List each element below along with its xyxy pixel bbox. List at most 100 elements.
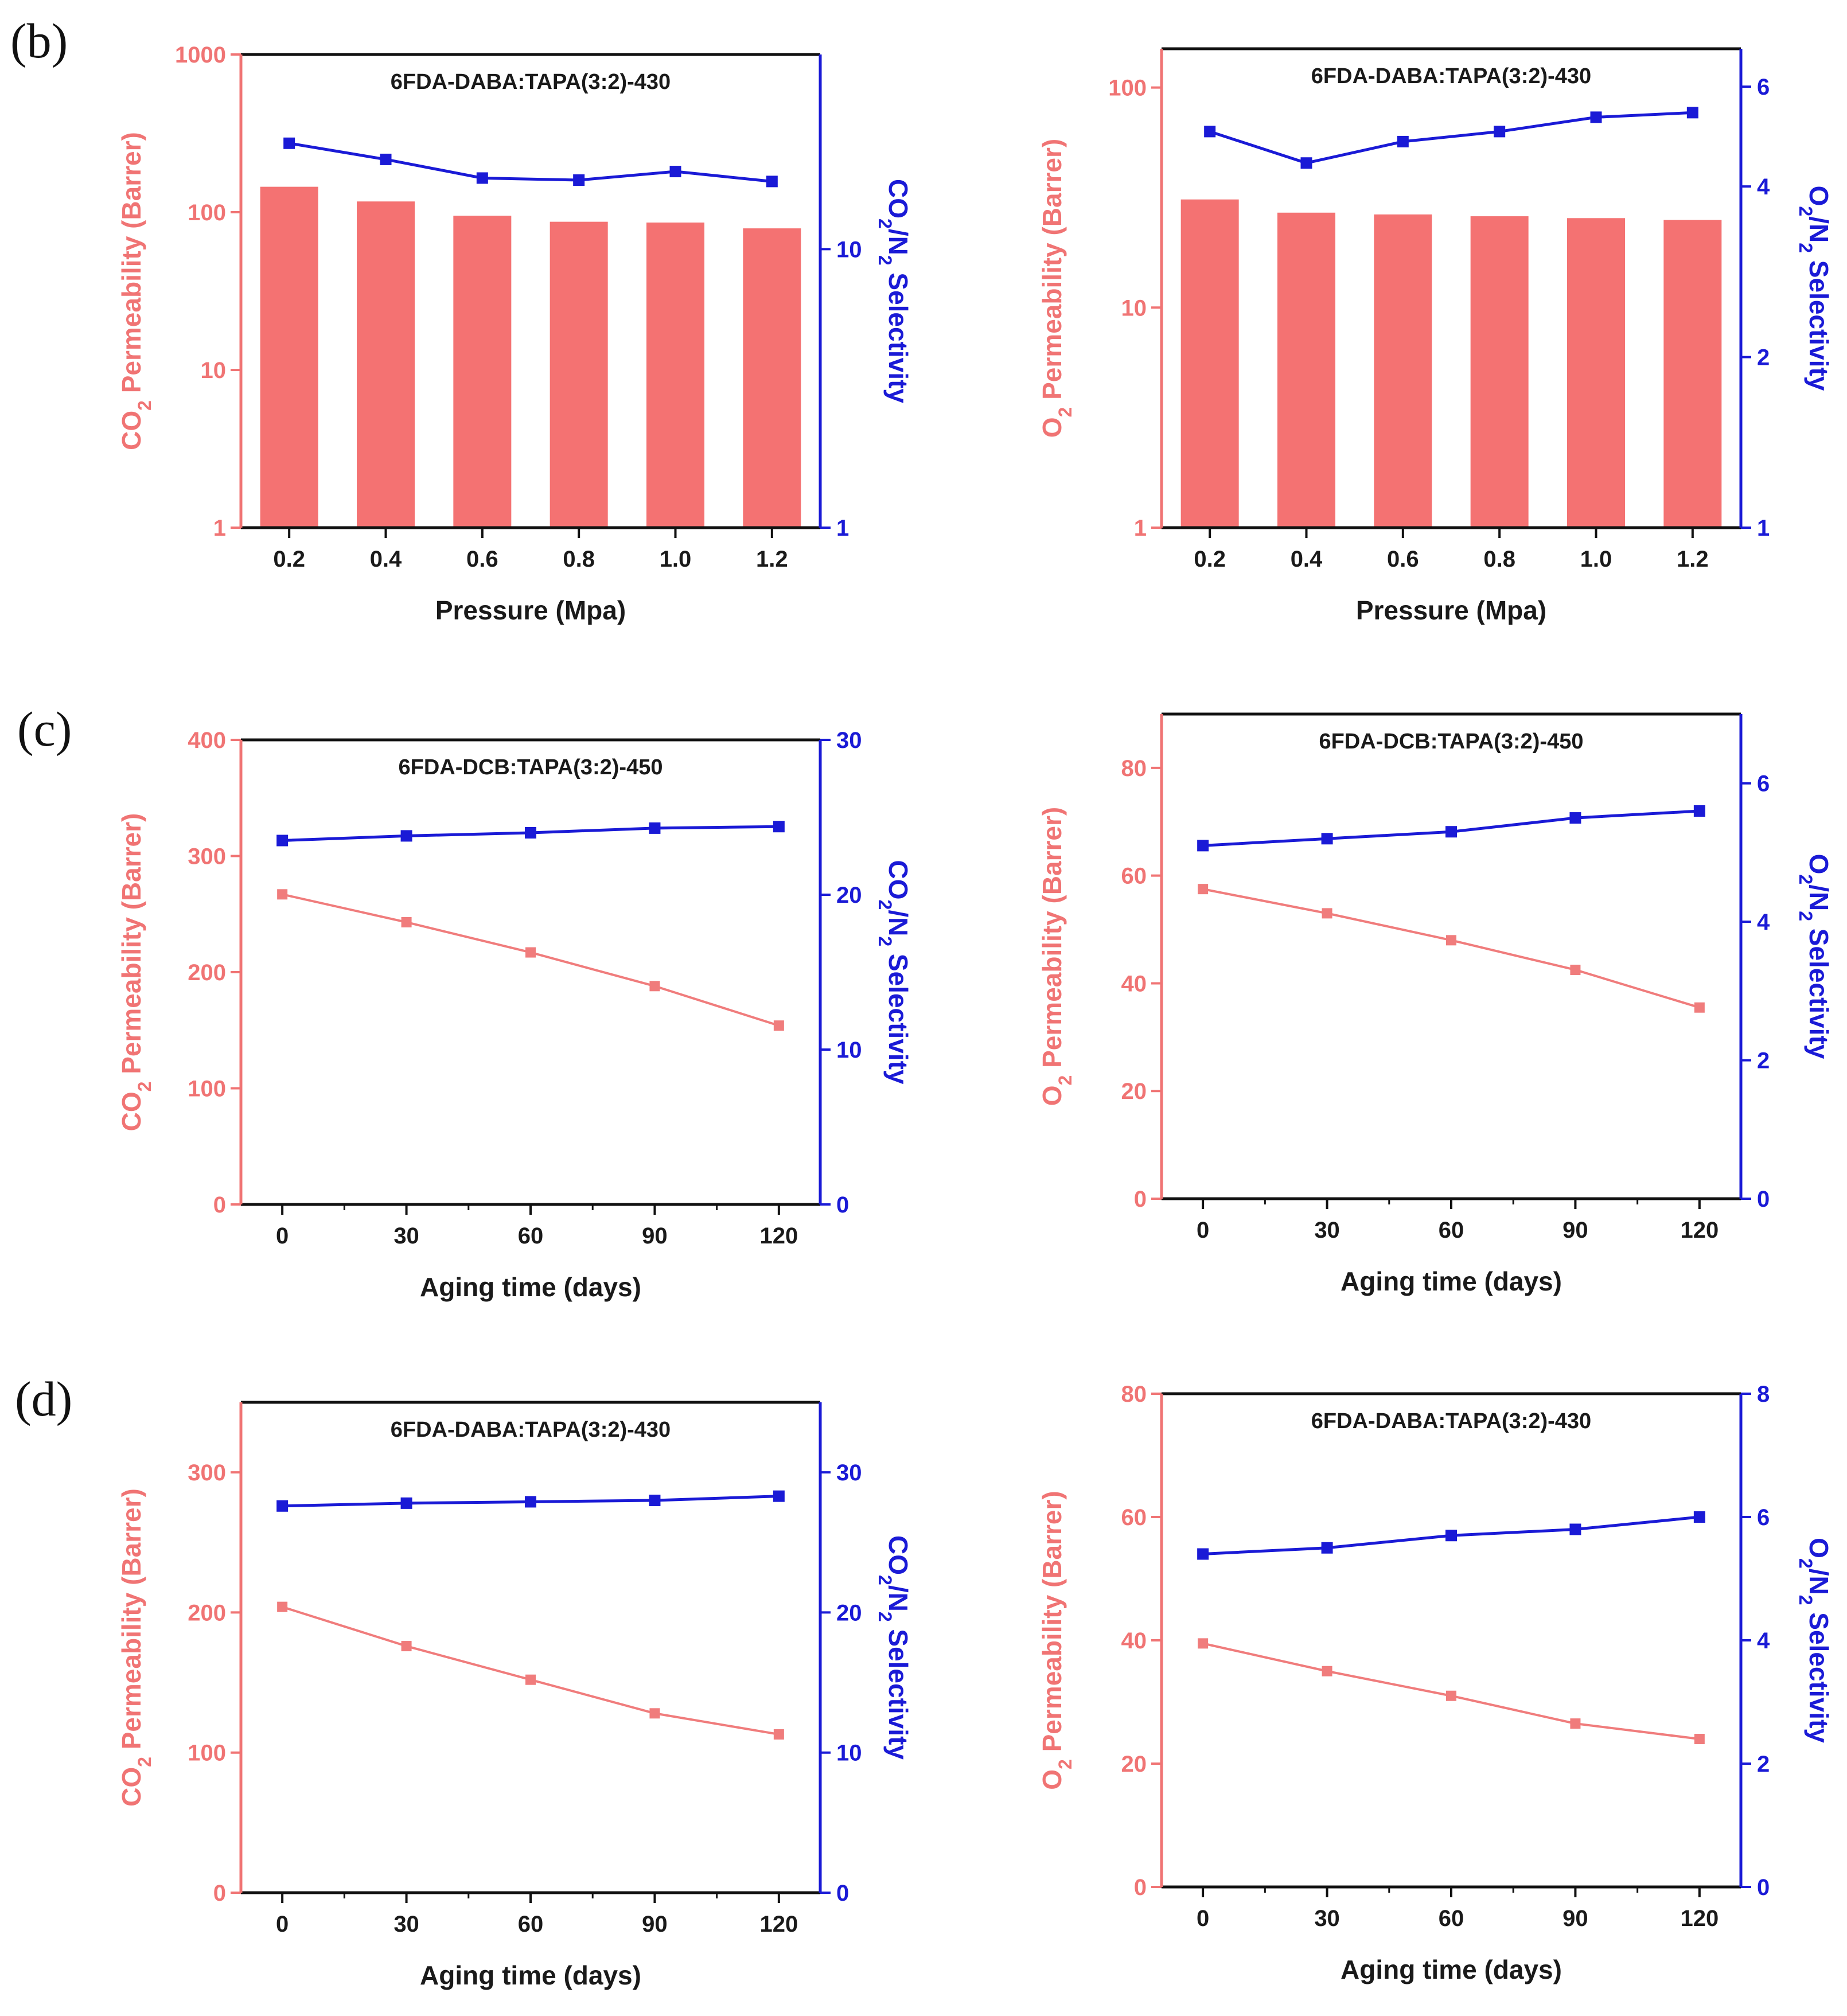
x-tick-label-5: 120 <box>1680 1218 1719 1243</box>
y2-tick-label-4: 6 <box>1757 75 1770 100</box>
x-tick-label-1: 0 <box>276 1223 289 1249</box>
selectivity-point-4 <box>649 1495 661 1506</box>
x-tick-label-5: 120 <box>759 1912 798 1937</box>
x-axis-label: Pressure (Mpa) <box>1356 595 1546 625</box>
selectivity-line <box>289 142 773 183</box>
chart-title: 6FDA-DABA:TAPA(3:2)-430 <box>391 1418 671 1442</box>
selectivity-point-1 <box>1197 1548 1209 1560</box>
y2-tick-label-1: 0 <box>1757 1875 1770 1900</box>
panel-label-c: (c) <box>17 701 72 757</box>
x-tick-label-3: 60 <box>518 1912 544 1937</box>
selectivity-point-1 <box>1204 126 1216 138</box>
permeability-point-1 <box>1198 884 1209 895</box>
y-tick-label-2: 20 <box>1121 1079 1147 1104</box>
permeability-point-5 <box>773 1729 784 1740</box>
panel-label-d: (d) <box>15 1371 72 1426</box>
permeability-point-1 <box>277 1601 288 1612</box>
x-tick-label-1: 0 <box>1197 1218 1209 1243</box>
selectivity-point-2 <box>400 830 412 842</box>
bar-3 <box>453 216 512 528</box>
x-axis-label: Aging time (days) <box>420 1272 641 1302</box>
x-tick-label-3: 0.6 <box>466 547 498 572</box>
x-tick-label-2: 0.4 <box>370 547 402 572</box>
chart-title: 6FDA-DCB:TAPA(3:2)-450 <box>399 755 663 779</box>
x-tick-label-2: 30 <box>393 1223 419 1249</box>
permeability-point-4 <box>649 981 660 992</box>
y-tick-label-1: 0 <box>213 1881 226 1906</box>
x-axis-label: Aging time (days) <box>1341 1266 1562 1296</box>
selectivity-point-6 <box>766 176 778 188</box>
y-tick-label-5: 80 <box>1121 756 1147 781</box>
chart-5: 0 30 60 90 120 0 100 200 300 0 10 20 30 6FDA-DABA:TAP… <box>116 1401 913 1990</box>
permeability-point-3 <box>1446 1690 1456 1701</box>
x-tick-label-3: 60 <box>1439 1906 1464 1931</box>
selectivity-point-6 <box>1686 107 1698 119</box>
chart-4: 0 30 60 90 120 0 20 40 60 80 0 2 4 6 6FDA-DCB:TAPA(3:2… <box>1037 712 1834 1296</box>
permeability-point-3 <box>525 1674 536 1685</box>
y2-tick-label-1: 0 <box>1757 1187 1770 1212</box>
right-y-axis-label: CO2/N2 Selectivity <box>875 1535 913 1760</box>
selectivity-point-3 <box>525 827 536 839</box>
x-tick-label-2: 30 <box>1314 1218 1340 1243</box>
selectivity-point-3 <box>1397 135 1409 147</box>
chart-2: 0.2 0.4 0.6 0.8 1.0 1.2 1 10 100 1 2 4 6 6FDA-DABA:TA… <box>1037 47 1834 625</box>
selectivity-point-2 <box>1321 833 1333 845</box>
selectivity-point-3 <box>1445 1530 1457 1542</box>
y2-tick-label-4: 6 <box>1757 771 1770 797</box>
y2-tick-label-1: 1 <box>1757 516 1770 541</box>
chart-title: 6FDA-DABA:TAPA(3:2)-430 <box>391 70 671 94</box>
selectivity-point-5 <box>1693 805 1705 817</box>
permeability-point-1 <box>277 889 288 900</box>
chart-6: 0 30 60 90 120 0 20 40 60 80 0 2 4 6 8 6FDA-DABA:TAPA(3… <box>1037 1382 1834 1984</box>
x-tick-label-5: 120 <box>1680 1906 1719 1931</box>
x-tick-label-5: 1.0 <box>1580 547 1612 572</box>
x-axis-label: Aging time (days) <box>420 1960 641 1990</box>
selectivity-point-4 <box>649 822 661 834</box>
y-tick-label-2: 10 <box>201 358 227 383</box>
x-tick-label-4: 90 <box>1562 1906 1588 1931</box>
y-tick-label-5: 80 <box>1121 1382 1147 1407</box>
x-tick-label-5: 120 <box>759 1223 798 1249</box>
y-tick-label-2: 20 <box>1121 1752 1147 1777</box>
y-tick-label-2: 100 <box>188 1077 226 1102</box>
bar-4 <box>550 221 608 528</box>
x-tick-label-3: 60 <box>1439 1218 1464 1243</box>
y2-tick-label-2: 2 <box>1757 345 1770 371</box>
x-tick-label-4: 90 <box>642 1223 668 1249</box>
selectivity-point-1 <box>283 137 295 149</box>
y2-tick-label-2: 10 <box>836 237 862 262</box>
selectivity-point-2 <box>1300 157 1312 169</box>
permeability-line <box>282 893 780 1027</box>
y2-tick-label-3: 4 <box>1757 910 1770 935</box>
y-tick-label-1: 1 <box>1134 516 1147 541</box>
y-tick-label-4: 300 <box>188 844 226 869</box>
x-tick-label-4: 0.8 <box>1483 547 1515 572</box>
permeability-point-2 <box>401 917 412 927</box>
permeability-point-4 <box>1570 1718 1581 1729</box>
selectivity-point-5 <box>669 166 681 178</box>
y2-tick-label-3: 20 <box>836 883 862 908</box>
permeability-point-2 <box>401 1641 412 1652</box>
y2-tick-label-4: 6 <box>1757 1505 1770 1530</box>
permeability-point-3 <box>1446 935 1456 946</box>
left-y-axis-label: CO2 Permeability (Barrer) <box>116 132 155 450</box>
left-y-axis-label: O2 Permeability (Barrer) <box>1037 807 1076 1106</box>
y2-tick-label-5: 8 <box>1757 1382 1770 1407</box>
x-tick-label-2: 0.4 <box>1291 547 1323 572</box>
x-tick-label-5: 1.0 <box>660 547 692 572</box>
chart-title: 6FDA-DABA:TAPA(3:2)-430 <box>1311 64 1591 88</box>
permeability-point-1 <box>1198 1638 1209 1649</box>
right-y-axis-label: O2/N2 Selectivity <box>1795 186 1834 391</box>
left-y-axis-label: O2 Permeability (Barrer) <box>1037 139 1076 438</box>
x-tick-label-6: 1.2 <box>1677 547 1709 572</box>
bar-2 <box>357 201 415 528</box>
bar-6 <box>743 228 801 528</box>
y-tick-label-5: 400 <box>188 728 226 753</box>
permeability-point-5 <box>773 1020 784 1031</box>
y-tick-label-2: 10 <box>1121 295 1147 321</box>
x-tick-label-1: 0.2 <box>273 547 305 572</box>
y-tick-label-3: 100 <box>188 200 226 225</box>
bar-6 <box>1663 220 1722 528</box>
x-axis-label: Aging time (days) <box>1341 1955 1562 1984</box>
selectivity-point-5 <box>773 821 785 833</box>
